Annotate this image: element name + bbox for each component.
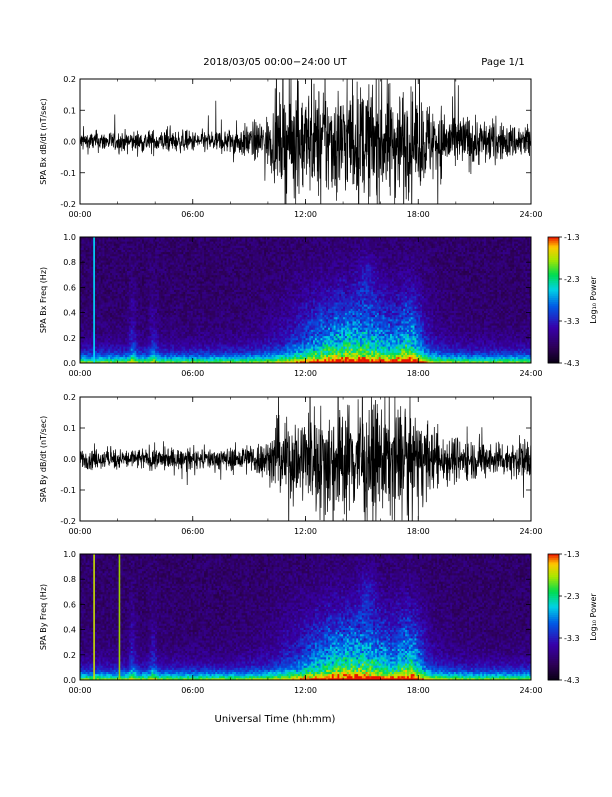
y-tick-label: 0.2 bbox=[63, 334, 76, 343]
y-tick-label: -0.1 bbox=[60, 169, 76, 178]
spectrogram-cells bbox=[80, 554, 531, 680]
y-tick-label: 0.2 bbox=[63, 75, 76, 84]
y-tick-label: -0.2 bbox=[60, 200, 76, 209]
y-tick-label: 0.0 bbox=[63, 138, 76, 147]
x-tick-label: 06:00 bbox=[181, 210, 204, 219]
x-tick-label: 06:00 bbox=[181, 527, 204, 536]
y-tick-label: 1.0 bbox=[63, 233, 76, 242]
y-tick-label: 0.6 bbox=[63, 600, 76, 609]
y-tick-label: 0.2 bbox=[63, 393, 76, 402]
colorbar-label: Log₁₀ Power bbox=[589, 276, 598, 324]
colorbar-tick-label: -1.3 bbox=[564, 233, 580, 242]
y-axis-label: SPA Bx Freq (Hz) bbox=[39, 267, 48, 333]
x-tick-label: 00:00 bbox=[68, 210, 91, 219]
y-tick-label: -0.1 bbox=[60, 486, 76, 495]
y-tick-label: 0.6 bbox=[63, 283, 76, 292]
y-axis-label: SPA By dB/dt (nT/sec) bbox=[39, 416, 48, 503]
colorbar-tick-label: -1.3 bbox=[564, 550, 580, 559]
y-tick-label: 0.8 bbox=[63, 575, 76, 584]
y-tick-label: 0.4 bbox=[63, 309, 76, 318]
colorbar-tick-label: -2.3 bbox=[564, 275, 580, 284]
x-tick-label: 00:00 bbox=[68, 686, 91, 695]
y-tick-label: -0.2 bbox=[60, 517, 76, 526]
x-tick-label: 18:00 bbox=[407, 210, 430, 219]
x-tick-label: 12:00 bbox=[294, 369, 317, 378]
x-tick-label: 24:00 bbox=[519, 210, 542, 219]
x-tick-label: 12:00 bbox=[294, 686, 317, 695]
y-tick-label: 0.1 bbox=[63, 106, 76, 115]
colorbar-label: Log₁₀ Power bbox=[589, 593, 598, 641]
x-tick-label: 18:00 bbox=[407, 369, 430, 378]
y-tick-label: 0.4 bbox=[63, 626, 76, 635]
panels: 00:00 06:00 12:00 18:00 24:00 0.2 0.1 0.0 -0.1 -0… bbox=[39, 12, 598, 695]
colorbar-tick-label: -2.3 bbox=[564, 592, 580, 601]
y-tick-label: 0.0 bbox=[63, 359, 76, 368]
panel-1: 00:00 06:00 12:00 18:00 24:00 0.2 0.1 0.0 -0.1 -0… bbox=[39, 12, 543, 270]
y-tick-label: 0.8 bbox=[63, 258, 76, 267]
x-tick-label: 24:00 bbox=[519, 527, 542, 536]
colorbar-tick-label: -4.3 bbox=[564, 359, 580, 368]
x-tick-label: 24:00 bbox=[519, 369, 542, 378]
colorbar-tick-label: -4.3 bbox=[564, 676, 580, 685]
page-indicator: Page 1/1 bbox=[481, 57, 524, 68]
x-tick-label: 00:00 bbox=[68, 369, 91, 378]
spectrogram-cells bbox=[80, 237, 531, 363]
figure-title: 2018/03/05 00:00−24:00 UT bbox=[203, 57, 347, 68]
colorbar: -1.3 -2.3 -3.3 -4.3 Log₁₀ Power bbox=[548, 233, 598, 368]
colorbar: -1.3 -2.3 -3.3 -4.3 Log₁₀ Power bbox=[548, 550, 598, 685]
x-tick-label: 06:00 bbox=[181, 686, 204, 695]
y-axis-label: SPA By Freq (Hz) bbox=[39, 584, 48, 650]
x-axis-label: Universal Time (hh:mm) bbox=[215, 714, 336, 725]
y-axis-label: SPA Bx dB/dt (nT/sec) bbox=[39, 98, 48, 185]
colorbar-tick-label: -3.3 bbox=[564, 634, 580, 643]
x-tick-label: 18:00 bbox=[407, 686, 430, 695]
series-line bbox=[80, 12, 531, 270]
x-tick-label: 06:00 bbox=[181, 369, 204, 378]
y-tick-label: 0.1 bbox=[63, 424, 76, 433]
panel-2: -1.3 -2.3 -3.3 -4.3 Log₁₀ Power 00:00 06:00 12:… bbox=[39, 233, 598, 378]
x-tick-label: 00:00 bbox=[68, 527, 91, 536]
x-tick-label: 12:00 bbox=[294, 210, 317, 219]
y-tick-label: 1.0 bbox=[63, 550, 76, 559]
y-tick-label: 0.2 bbox=[63, 651, 76, 660]
y-tick-label: 0.0 bbox=[63, 676, 76, 685]
colorbar-tick-label: -3.3 bbox=[564, 317, 580, 326]
panel-4: -1.3 -2.3 -3.3 -4.3 Log₁₀ Power 00:00 06:00 12:… bbox=[39, 550, 598, 695]
x-tick-label: 12:00 bbox=[294, 527, 317, 536]
y-tick-label: 0.0 bbox=[63, 455, 76, 464]
x-tick-label: 18:00 bbox=[407, 527, 430, 536]
x-tick-label: 24:00 bbox=[519, 686, 542, 695]
